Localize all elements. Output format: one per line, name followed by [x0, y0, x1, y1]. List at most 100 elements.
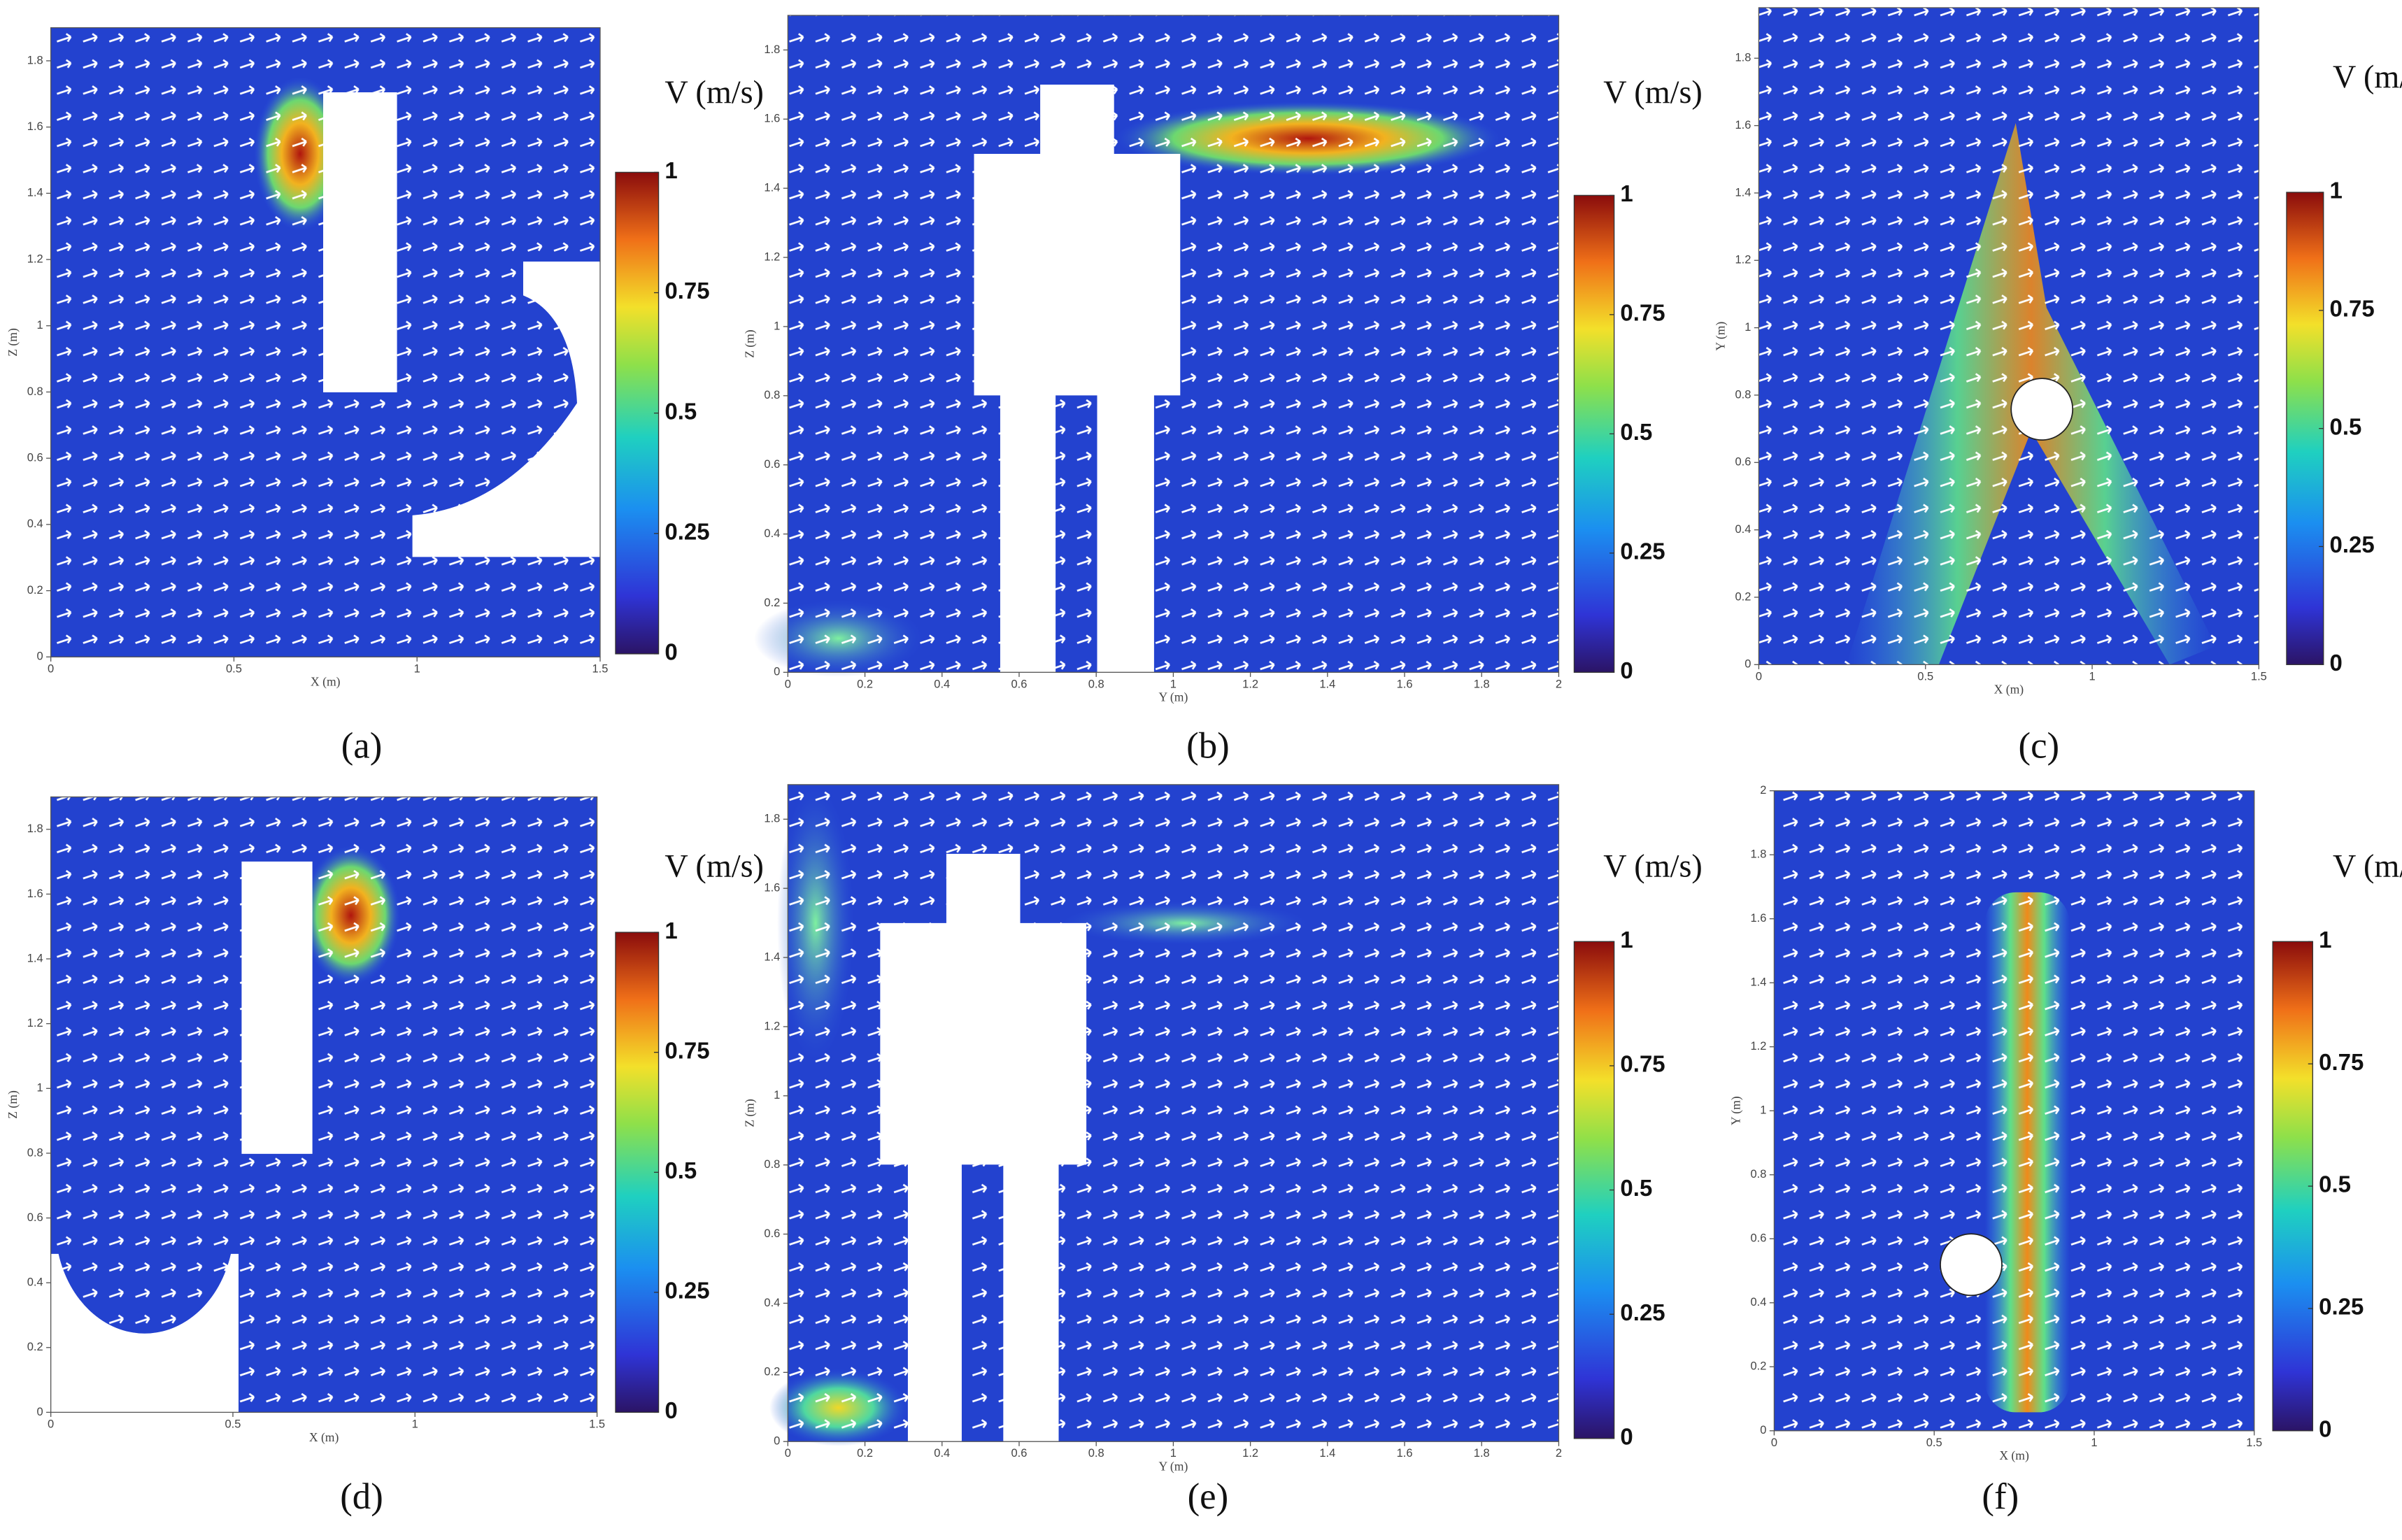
y-tick-label: 1.6 [1735, 119, 1751, 131]
y-tick-label: 1.8 [764, 813, 780, 825]
y-tick-label: 1.8 [1751, 848, 1767, 861]
y-tick-label: 1.2 [764, 250, 780, 263]
x-tick-label: 0 [1771, 1436, 1777, 1449]
y-tick-label: 1.2 [1735, 254, 1751, 266]
y-tick-label: 0.4 [764, 1297, 780, 1309]
panel-label: (e) [1188, 1476, 1229, 1517]
x-tick-label: 1.4 [1319, 1447, 1335, 1460]
y-tick-label: 1.8 [27, 822, 43, 835]
y-axis-label: Z (m) [743, 1099, 757, 1127]
y-tick-label: 0.6 [1735, 456, 1751, 469]
velocity-arrows [50, 797, 597, 1413]
y-tick-label: 0.4 [1751, 1296, 1767, 1309]
x-tick-label: 0 [48, 1418, 54, 1430]
colorbar-tick-label: 0.75 [1620, 300, 1665, 326]
panel-label: (c) [2018, 725, 2059, 766]
colorbar-tick-label: 1 [1620, 927, 1633, 953]
human-obstacle [880, 853, 1087, 1442]
colorbar [615, 171, 660, 655]
y-tick-label: 0.6 [27, 1211, 43, 1224]
colorbar-tick-label: 0.5 [665, 398, 697, 424]
y-tick-label: 0.4 [27, 1276, 43, 1289]
x-tick-label: 0.6 [1011, 1447, 1028, 1460]
colorbar-tick-label: 0.25 [665, 1278, 709, 1304]
y-tick-label: 2 [1760, 784, 1766, 797]
x-tick-label: 1.6 [1397, 678, 1413, 690]
y-tick-label: 1.4 [1735, 186, 1751, 199]
x-axis-label: X (m) [311, 675, 341, 689]
colorbar [1573, 194, 1615, 673]
y-tick-label: 0.8 [27, 385, 43, 398]
y-tick-label: 1.4 [27, 187, 43, 199]
colorbar-tick-label: 0.5 [665, 1157, 697, 1183]
x-tick-label: 2 [1556, 1447, 1562, 1460]
y-tick-label: 0.4 [27, 518, 43, 530]
x-tick-label: 0.8 [1088, 678, 1104, 690]
y-tick-label: 1.2 [27, 252, 43, 265]
y-tick-label: 0.8 [764, 1158, 780, 1171]
y-tick-label: 0 [1760, 1424, 1766, 1436]
y-tick-label: 0.2 [27, 1341, 43, 1353]
x-tick-label: 0 [785, 678, 791, 690]
y-tick-label: 1.4 [1751, 976, 1767, 989]
colorbar-tick-label: 1 [665, 918, 677, 943]
colorbar-label: V (m/s) [1603, 848, 1703, 883]
colorbar-tick-label: 0.25 [2330, 532, 2375, 557]
y-tick-label: 1.6 [764, 113, 780, 125]
colorbar-tick-label: 0.5 [2319, 1171, 2351, 1197]
y-tick-label: 0.6 [1751, 1232, 1767, 1245]
y-tick-label: 0 [774, 1435, 780, 1448]
colorbar-tick-label: 1 [1620, 180, 1633, 206]
colorbar-label: V (m/s) [2333, 59, 2402, 94]
x-tick-label: 1.2 [1242, 678, 1258, 690]
y-tick-label: 0.8 [27, 1146, 43, 1159]
x-tick-label: 0 [48, 662, 54, 675]
y-tick-label: 0.2 [27, 584, 43, 597]
y-tick-label: 1 [1744, 321, 1751, 334]
y-tick-label: 0.8 [1751, 1168, 1767, 1181]
y-tick-label: 1 [774, 320, 780, 332]
x-tick-label: 1 [2091, 1436, 2097, 1449]
colorbar [2286, 192, 2324, 665]
x-axis-label: X (m) [309, 1430, 339, 1444]
y-tick-label: 1.8 [1735, 52, 1751, 64]
colorbar-tick-label: 0.25 [2319, 1294, 2364, 1320]
y-tick-label: 0 [774, 666, 780, 678]
colorbar-tick-label: 1 [665, 157, 677, 183]
colorbar [1573, 941, 1615, 1439]
y-tick-label: 0.2 [764, 597, 780, 609]
x-tick-label: 0.2 [857, 1447, 873, 1460]
x-tick-label: 0.5 [225, 1418, 241, 1430]
colorbar-tick-label: 1 [2319, 927, 2331, 953]
x-tick-label: 0.5 [1926, 1436, 1942, 1449]
y-axis-label: Y (m) [1714, 322, 1728, 351]
y-tick-label: 1.4 [27, 952, 43, 964]
y-tick-label: 0 [1744, 658, 1751, 671]
obstacle [2010, 378, 2074, 441]
y-tick-label: 1 [774, 1089, 780, 1101]
x-axis-label: X (m) [1999, 1448, 2029, 1462]
y-tick-label: 1.6 [764, 882, 780, 894]
y-axis-label: Y (m) [1729, 1096, 1743, 1125]
x-tick-label: 1.6 [1397, 1447, 1413, 1460]
x-tick-label: 1.4 [1319, 678, 1335, 690]
x-axis-label: Y (m) [1158, 1460, 1188, 1474]
colorbar-label: V (m/s) [1603, 74, 1703, 110]
y-tick-label: 0.4 [764, 527, 780, 540]
y-tick-label: 0.2 [1751, 1360, 1767, 1373]
y-tick-label: 1.2 [764, 1020, 780, 1032]
colorbar-tick-label: 0 [2319, 1416, 2331, 1442]
x-tick-label: 0.4 [934, 678, 950, 690]
x-tick-label: 1.8 [1474, 678, 1490, 690]
x-tick-label: 0.2 [857, 678, 873, 690]
colorbar-tick-label: 0 [665, 639, 677, 665]
colorbar-tick-label: 1 [2330, 178, 2343, 204]
panel-label: (d) [340, 1476, 383, 1517]
flow-fields [50, 7, 2259, 1446]
x-tick-label: 2 [1556, 678, 1562, 690]
x-axis-label: Y (m) [1158, 690, 1188, 704]
colorbar-tick-label: 0 [1620, 1424, 1633, 1450]
y-tick-label: 0 [36, 650, 43, 663]
y-tick-label: 1 [36, 1082, 43, 1095]
